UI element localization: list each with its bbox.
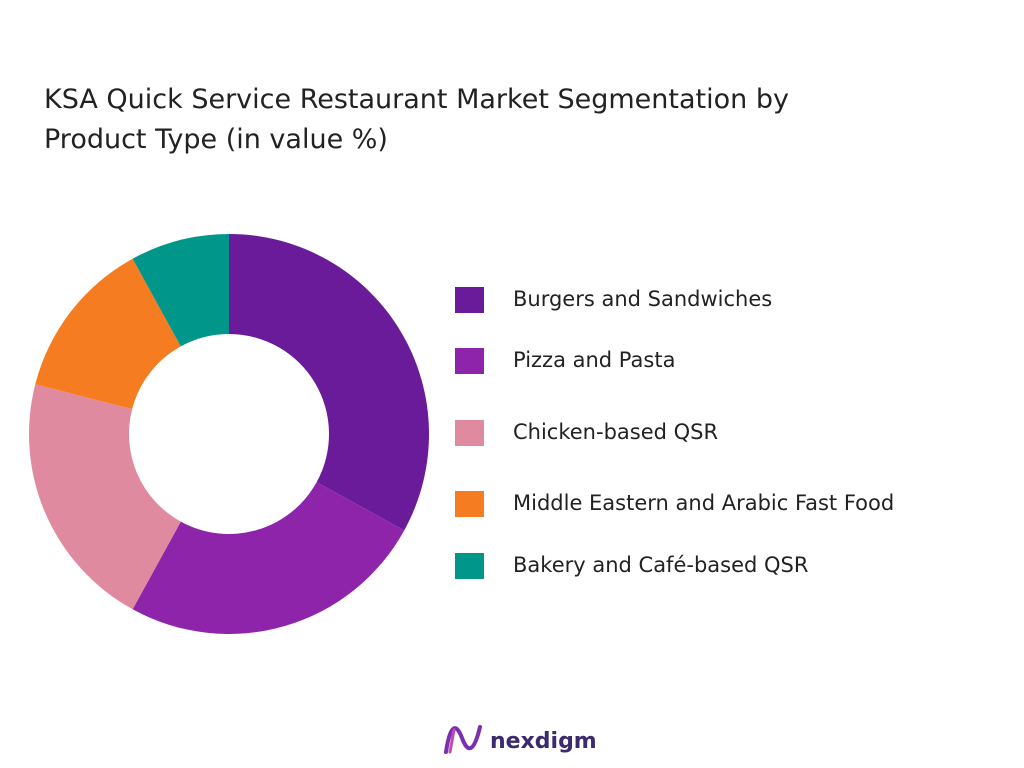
donut-slice: [35, 258, 181, 410]
chart-title: KSA Quick Service Restaurant Market Segm…: [44, 84, 789, 155]
donut-slice: [132, 234, 229, 347]
legend-label: Burgers and Sandwiches: [513, 287, 772, 311]
legend-label: Middle Eastern and Arabic Fast Food: [513, 491, 894, 515]
legend-swatch: [455, 348, 484, 374]
legend-label: Pizza and Pasta: [513, 348, 675, 372]
donut-slice: [132, 482, 405, 634]
legend-label: Bakery and Café-based QSR: [513, 553, 808, 577]
logo-text: nexdigm: [490, 729, 597, 754]
logo-icon: [444, 725, 482, 754]
legend-label: Chicken-based QSR: [513, 420, 718, 444]
donut-slice: [229, 234, 429, 531]
donut-slice: [29, 384, 181, 610]
legend-swatch: [455, 420, 484, 446]
legend-swatch: [455, 287, 484, 313]
legend-swatch: [455, 491, 484, 517]
legend-swatch: [455, 553, 484, 579]
